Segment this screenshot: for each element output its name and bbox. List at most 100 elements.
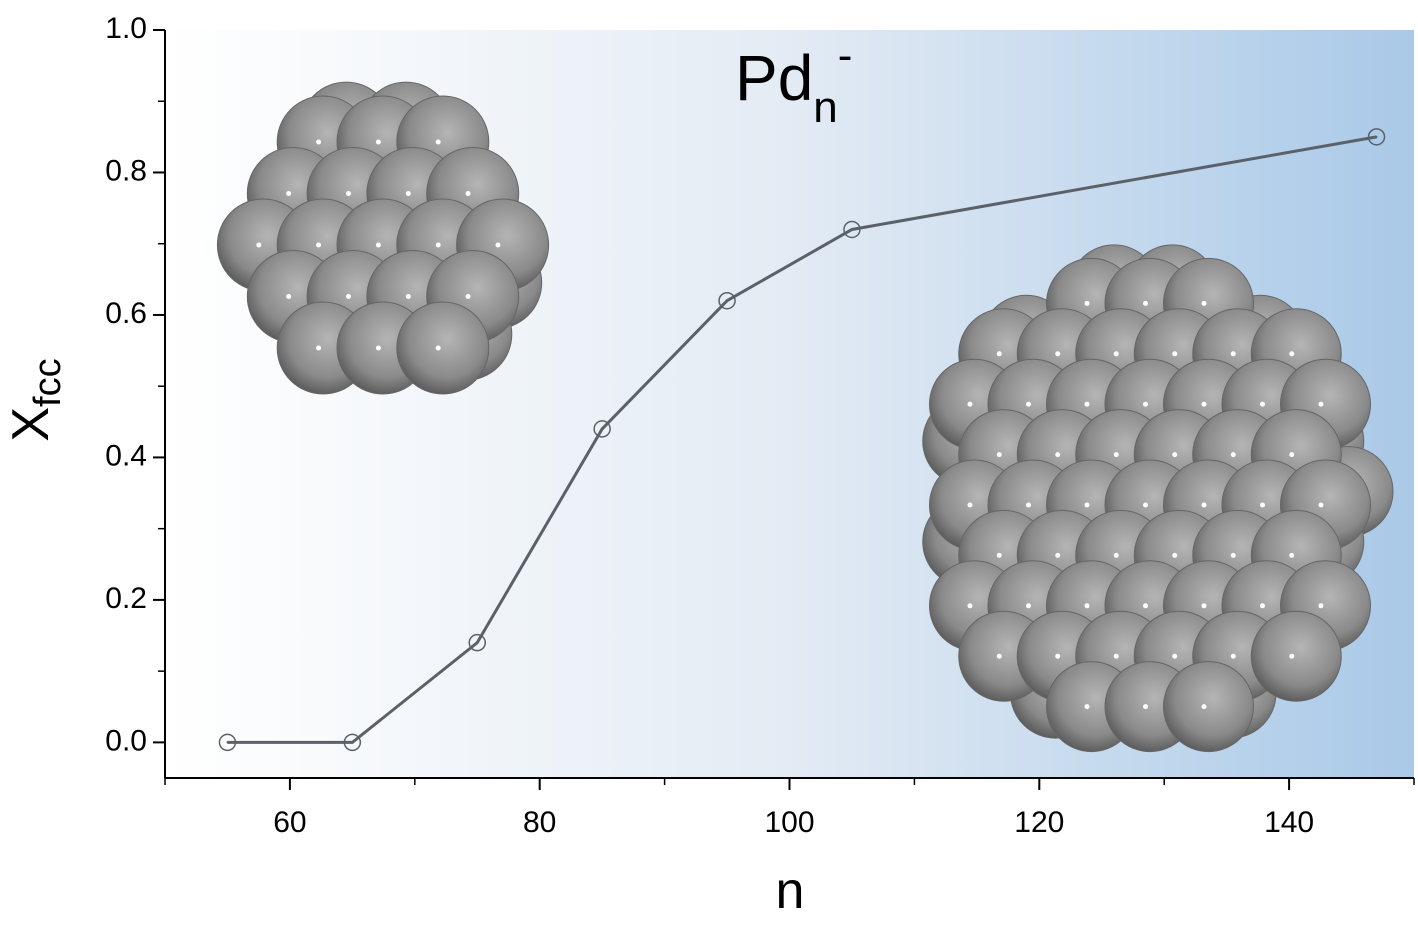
data-point <box>593 420 611 438</box>
atom-highlight <box>405 190 411 196</box>
y-tick-label: 0.8 <box>105 154 147 187</box>
data-point-dot <box>601 427 604 430</box>
atom <box>396 301 490 395</box>
atom-highlight <box>1318 401 1324 407</box>
atom-highlight <box>435 242 441 248</box>
chart-title: Pdn- <box>735 31 852 132</box>
atom-highlight <box>435 345 441 351</box>
y-tick-label: 1.0 <box>105 12 147 45</box>
atom-highlight <box>1318 502 1324 508</box>
atom-highlight <box>1084 401 1090 407</box>
atom-highlight <box>375 345 381 351</box>
atom-highlight <box>1230 653 1236 659</box>
atom-highlight <box>256 242 262 248</box>
cluster-images <box>216 81 1394 753</box>
atom-highlight <box>1143 502 1148 508</box>
atom-highlight <box>1318 603 1324 609</box>
atom-highlight <box>1084 704 1090 710</box>
atom-highlight <box>346 294 351 300</box>
atom-highlight <box>1260 502 1265 508</box>
ylabel-text: X <box>2 407 60 442</box>
atom-highlight <box>286 190 292 196</box>
data-point-dot <box>850 228 853 231</box>
atom-highlight <box>316 345 322 351</box>
axes: 0.0 0.2 0.4 0.6 0.8 1.0 60 80 100 120 140 <box>105 12 1415 839</box>
atom-highlight <box>1172 452 1178 458</box>
atom-highlight <box>1055 653 1061 659</box>
atom-highlight <box>1026 502 1031 508</box>
atom-highlight <box>1201 603 1207 609</box>
data-point-dot <box>1375 135 1378 138</box>
x-tick-label: 120 <box>1014 806 1064 839</box>
atom-highlight <box>1055 452 1061 458</box>
title-text: Pd <box>735 42 813 114</box>
atom-highlight <box>996 351 1002 357</box>
atom-highlight <box>346 190 351 196</box>
atom-highlight <box>1143 300 1148 306</box>
data-point <box>1367 128 1386 146</box>
atom-highlight <box>1201 300 1207 306</box>
data-point-dot <box>226 741 229 744</box>
atom-highlight <box>1289 653 1295 659</box>
atom-highlight <box>465 190 471 196</box>
atom-highlight <box>286 294 292 300</box>
atom-highlight <box>1172 552 1178 558</box>
atom-highlight <box>1289 552 1295 558</box>
title-sub: n <box>813 83 837 132</box>
atom-highlight <box>316 139 322 145</box>
y-tick-label: 0.6 <box>105 297 147 330</box>
data-point <box>343 733 362 752</box>
atom-highlight <box>495 242 501 248</box>
atom-highlight <box>1201 502 1207 508</box>
atom-highlight <box>1289 351 1295 357</box>
atom-highlight <box>465 294 471 300</box>
atom-highlight <box>1143 704 1148 710</box>
atom-highlight <box>1172 351 1178 357</box>
atom-highlight <box>1026 603 1031 609</box>
atom-highlight <box>996 552 1002 558</box>
atom-highlight <box>1201 704 1207 710</box>
atom-highlight <box>1113 351 1119 357</box>
atom-highlight <box>996 452 1002 458</box>
atom-highlight <box>375 139 381 145</box>
data-point <box>718 291 736 310</box>
atom-highlight <box>967 401 973 407</box>
atom-highlight <box>1143 603 1148 609</box>
atom-highlight <box>1084 502 1090 508</box>
atom-highlight <box>1260 603 1265 609</box>
atom-highlight <box>967 603 973 609</box>
data-point <box>843 220 861 239</box>
data-point-dot <box>726 299 729 302</box>
atom-highlight <box>1260 401 1265 407</box>
x-tick-label: 80 <box>523 806 556 839</box>
atom-highlight <box>1230 552 1236 558</box>
atom-highlight <box>405 294 411 300</box>
atom-highlight <box>967 502 973 508</box>
atom-highlight <box>1084 300 1090 306</box>
atom-highlight <box>1113 552 1119 558</box>
atom-highlight <box>375 242 381 248</box>
atom-highlight <box>1113 452 1119 458</box>
atom-highlight <box>1143 401 1148 407</box>
ylabel-sub: fcc <box>27 358 69 407</box>
data-point <box>218 733 237 752</box>
atom-highlight <box>1230 351 1236 357</box>
atom-highlight <box>1172 653 1178 659</box>
atom-highlight <box>1026 401 1031 407</box>
x-axis-label: n <box>776 862 805 920</box>
x-tick-label: 140 <box>1264 806 1314 839</box>
data-point <box>468 633 486 652</box>
y-tick-label: 0.0 <box>105 724 147 757</box>
y-tick-label: 0.4 <box>105 439 147 472</box>
atom-highlight <box>1230 452 1236 458</box>
atom-highlight <box>1201 401 1207 407</box>
atom <box>1163 661 1254 753</box>
data-point-dot <box>476 641 479 644</box>
x-tick-label: 100 <box>764 806 814 839</box>
atom-highlight <box>1055 351 1061 357</box>
atom-highlight <box>316 242 322 248</box>
atom-highlight <box>1289 452 1295 458</box>
atom-highlight <box>1055 552 1061 558</box>
y-axis-label: Xfcc <box>2 358 69 441</box>
